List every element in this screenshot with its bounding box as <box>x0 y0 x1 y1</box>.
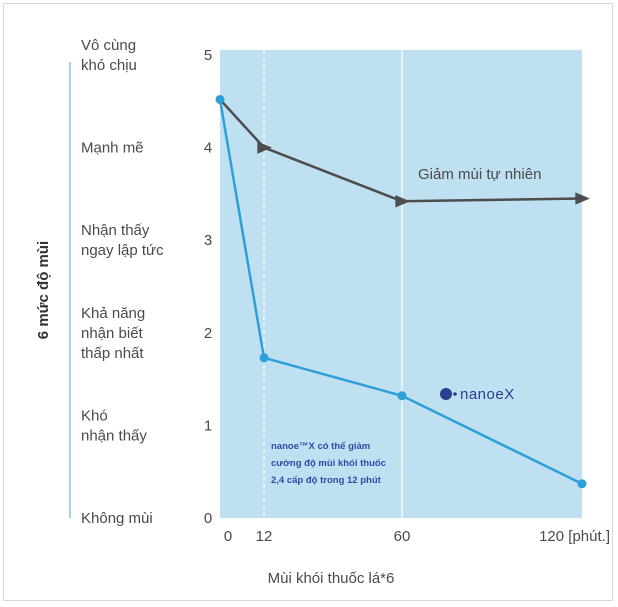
y-category-line: nhận biết <box>81 325 144 342</box>
y-tick-label: 2 <box>204 325 212 342</box>
series-point <box>575 192 590 205</box>
series-label-natural: Giảm mùi tự nhiên <box>418 166 541 183</box>
y-category-line: khó chịu <box>81 57 137 74</box>
y-category-line: Khả năng <box>81 305 145 322</box>
series-point <box>215 94 225 104</box>
nanoex-logo-dot <box>440 388 452 400</box>
y-tick-label: 1 <box>204 417 212 434</box>
series-layer <box>215 94 590 489</box>
y-category-line: Vô cùng <box>81 37 136 54</box>
annotation-line: nanoe™X có thể giảm <box>271 441 370 452</box>
series-point <box>395 195 410 208</box>
series-point <box>257 141 272 154</box>
y-axis-label: 6 mức độ mùi <box>35 241 52 339</box>
y-category-line: Nhận thấy <box>81 222 150 239</box>
y-category-label: Khả năng nhận biết thấp nhất <box>81 305 145 362</box>
y-category-label: Vô cùng khó chịu <box>81 37 137 74</box>
annotation-note: nanoe™X có thể giảm cường độ mùi khói thu… <box>271 441 386 486</box>
nanoex-logo-small-dot <box>453 392 457 396</box>
y-tick-labels: 0 1 2 3 4 5 <box>204 47 212 527</box>
grid-layer <box>263 50 403 518</box>
series-point <box>259 353 269 363</box>
series-line-1 <box>218 99 583 485</box>
series-point <box>397 391 407 401</box>
y-category-line: Không mùi <box>81 510 153 527</box>
y-tick-label: 5 <box>204 47 212 64</box>
y-category-line: Khó <box>81 407 108 424</box>
y-category-line: Mạnh mẽ <box>81 140 144 157</box>
y-tick-label: 0 <box>204 510 212 527</box>
nanoex-logo-text: nanoeX <box>460 386 515 403</box>
series-point <box>577 479 587 489</box>
chart-frame <box>3 3 613 601</box>
series-line-0 <box>219 98 583 203</box>
annotation-line: 2,4 cấp độ trong 12 phút <box>271 475 382 486</box>
y-category-line: ngay lập tức <box>81 242 164 259</box>
y-category-label: Mạnh mẽ <box>81 140 144 157</box>
plot-area <box>220 50 582 518</box>
y-category-line: thấp nhất <box>81 345 144 362</box>
x-tick-labels: 0 12 60 120 [phút.] <box>224 528 610 545</box>
x-tick-label: 120 [phút.] <box>539 528 610 545</box>
x-axis-label: Mùi khói thuốc lá*6 <box>268 570 395 587</box>
y-category-label: Nhận thấy ngay lập tức <box>81 222 164 259</box>
y-category-label: Không mùi <box>81 510 153 527</box>
y-category-label: Khó nhận thấy <box>81 407 147 444</box>
nanoex-logo: nanoeX <box>440 386 515 403</box>
y-category-labels: Không mùi Khó nhận thấy Khả năng nhận biết th… <box>81 37 164 527</box>
y-tick-label: 3 <box>204 232 212 249</box>
x-tick-label: 12 <box>256 528 273 545</box>
x-tick-label: 60 <box>394 528 411 545</box>
annotation-line: cường độ mùi khói thuốc <box>271 458 386 469</box>
y-tick-label: 4 <box>204 140 212 157</box>
y-category-line: nhận thấy <box>81 427 147 444</box>
x-tick-label: 0 <box>224 528 232 545</box>
